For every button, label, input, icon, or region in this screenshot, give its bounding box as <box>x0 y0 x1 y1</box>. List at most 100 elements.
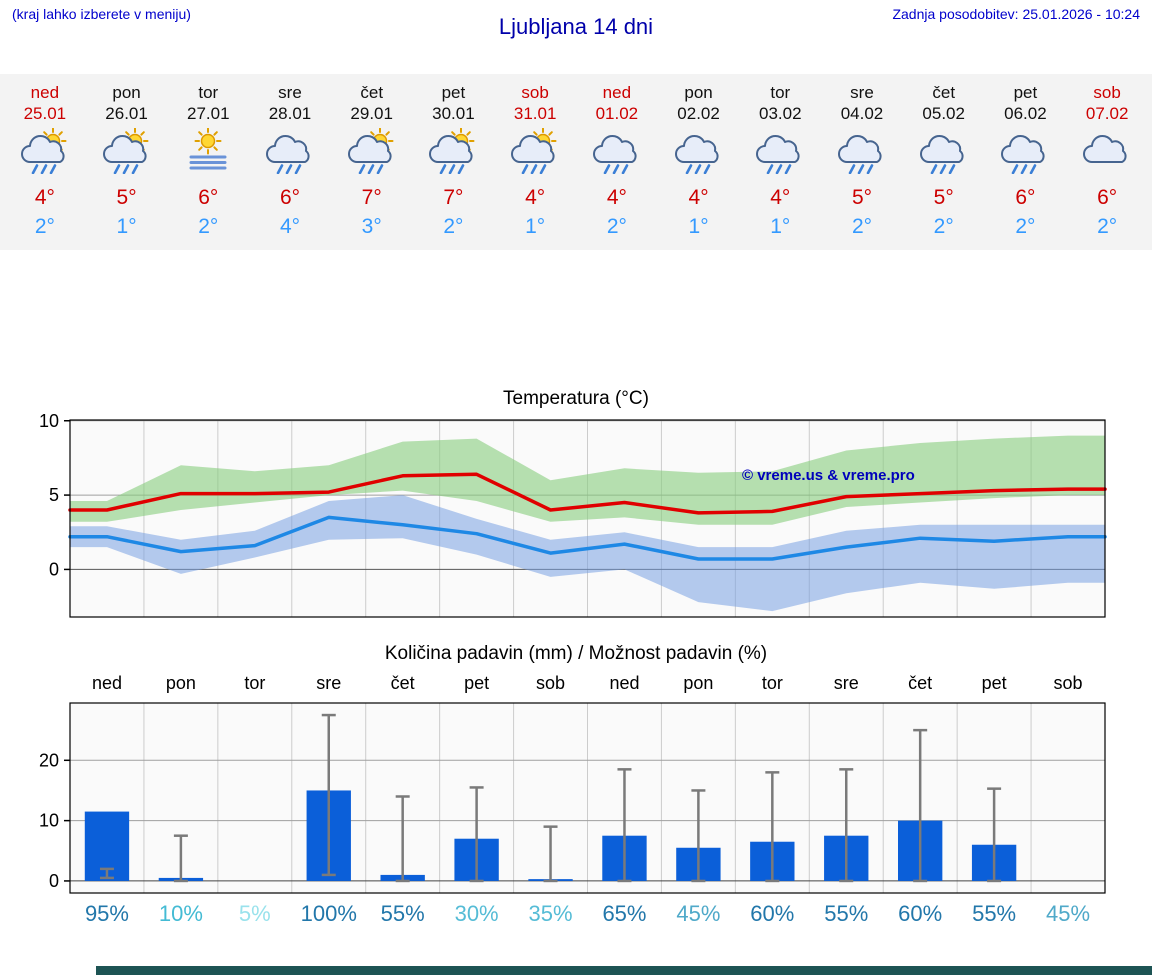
forecast-day[interactable]: čet 05.02 5° 2° <box>903 82 985 240</box>
temp-min: 2° <box>198 215 219 238</box>
forecast-day[interactable]: sob 31.01 4° 1° <box>494 82 576 240</box>
forecast-day[interactable]: sre 28.01 6° 4° <box>249 82 331 240</box>
forecast-day[interactable]: ned 01.02 4° 2° <box>576 82 658 240</box>
temp-min: 2° <box>1097 215 1118 238</box>
y-tick-label: 20 <box>39 750 59 770</box>
temp-max: 4° <box>770 186 791 209</box>
sun-cloud-rain-icon <box>4 128 86 182</box>
day-date: 30.01 <box>432 104 475 123</box>
temp-min: 1° <box>525 215 546 238</box>
day-name: sob <box>1093 83 1121 102</box>
precipitation-chart-section: Količina padavin (mm) / Možnost padavin … <box>0 643 1152 927</box>
temp-max: 7° <box>443 186 464 209</box>
forecast-day[interactable]: sob 07.02 6° 2° <box>1066 82 1148 240</box>
forecast-day[interactable]: tor 03.02 4° 1° <box>739 82 821 240</box>
day-date: 04.02 <box>840 104 884 123</box>
min-temperature-range <box>70 495 1105 612</box>
temperature-chart-section: Temperatura (°C) 0 5 10 © vreme.us & vreme.… <box>0 388 1152 627</box>
temp-min: 1° <box>688 215 709 238</box>
precip-probability: 55% <box>381 901 425 926</box>
precip-probability: 10% <box>159 901 203 926</box>
precip-whisker <box>691 789 706 883</box>
temp-min: 4° <box>279 215 301 238</box>
y-tick-label: 10 <box>39 412 59 431</box>
forecast-day[interactable]: čet 29.01 7° 3° <box>331 82 413 240</box>
temp-min: 2° <box>34 215 55 238</box>
day-label: čet <box>391 673 415 693</box>
temp-max: 4° <box>606 186 627 209</box>
day-name: pet <box>1013 83 1038 102</box>
day-date: 29.01 <box>350 104 393 123</box>
precipitation-chart: 0 10 20 ned pon tor sre čet pet sob ned pon tor sre če… <box>39 673 1106 926</box>
precip-probability: 45% <box>676 901 720 926</box>
day-name: čet <box>932 83 956 102</box>
day-date: 06.02 <box>1004 104 1047 123</box>
precip-whisker <box>469 786 484 883</box>
day-date: 25.01 <box>23 104 67 123</box>
temp-min: 2° <box>606 215 627 238</box>
forecast-day[interactable]: pon 02.02 4° 1° <box>658 82 740 240</box>
day-date: 03.02 <box>759 104 802 123</box>
day-date: 28.01 <box>268 104 312 123</box>
day-date: 26.01 <box>105 104 148 123</box>
day-date: 07.02 <box>1085 104 1129 123</box>
cloud-rain-icon <box>985 128 1067 182</box>
forecast-day[interactable]: ned 25.01 4° 2° <box>4 82 86 240</box>
max-temperature-range <box>70 435 1105 525</box>
precip-whisker <box>765 771 780 883</box>
precip-whisker <box>913 728 928 883</box>
precip-whisker <box>543 825 558 883</box>
day-label: čet <box>908 673 932 693</box>
precip-probability: 45% <box>1046 901 1090 926</box>
last-updated: Zadnja posodobitev: 25.01.2026 - 10:24 <box>892 6 1140 22</box>
precip-probability: 60% <box>750 901 794 926</box>
footer-bar <box>96 966 1152 975</box>
temp-max: 6° <box>1015 186 1036 209</box>
temp-max: 4° <box>34 186 55 209</box>
temp-max: 7° <box>361 186 382 209</box>
day-date: 27.01 <box>187 104 230 123</box>
temp-min: 2° <box>443 215 464 238</box>
min-temperature-line <box>68 515 1107 561</box>
temperature-chart-title: Temperatura (°C) <box>503 388 649 409</box>
precip-probability: 100% <box>301 901 357 926</box>
temp-max: 5° <box>116 186 137 209</box>
precip-whisker <box>839 768 854 883</box>
cloud-rain-icon <box>821 128 903 182</box>
forecast-day[interactable]: pon 26.01 5° 1° <box>86 82 168 240</box>
y-tick-label: 0 <box>49 559 59 579</box>
precip-probability: 65% <box>602 901 646 926</box>
day-name: ned <box>602 83 632 102</box>
day-name: čet <box>360 83 384 102</box>
day-label: pon <box>166 673 196 693</box>
cloudy-icon <box>1066 128 1148 182</box>
forecast-day[interactable]: tor 27.01 6° 2° <box>167 82 249 240</box>
temp-min: 2° <box>933 215 954 238</box>
forecast-day[interactable]: pet 06.02 6° 2° <box>985 82 1067 240</box>
y-tick-label: 10 <box>39 811 59 831</box>
precip-probability: 95% <box>85 901 129 926</box>
day-name: pon <box>112 83 141 102</box>
day-label: sob <box>1054 673 1083 693</box>
temp-max: 4° <box>688 186 709 209</box>
day-name: ned <box>30 83 60 102</box>
day-label: tor <box>762 673 783 693</box>
forecast-day[interactable]: pet 30.01 7° 2° <box>413 82 495 240</box>
topbar: (kraj lahko izberete v meniju) Ljubljana… <box>0 0 1152 40</box>
temp-min: 3° <box>361 215 382 238</box>
watermark: © vreme.us & vreme.pro <box>742 467 915 484</box>
precip-whisker <box>173 834 188 883</box>
day-label: sre <box>316 673 341 693</box>
temperature-chart: 0 5 10 © vreme.us & vreme.pro <box>39 412 1107 618</box>
cloud-rain-icon <box>576 128 658 182</box>
temp-max: 6° <box>1097 186 1118 209</box>
forecast-day[interactable]: sre 04.02 5° 2° <box>821 82 903 240</box>
page-title: Ljubljana 14 dni <box>498 14 654 39</box>
temp-max: 5° <box>933 186 954 209</box>
cloud-rain-icon <box>658 128 740 182</box>
day-label: sre <box>834 673 859 693</box>
precip-whisker <box>987 787 1002 883</box>
sun-cloud-rain-icon <box>413 128 495 182</box>
precip-probability: 55% <box>824 901 868 926</box>
